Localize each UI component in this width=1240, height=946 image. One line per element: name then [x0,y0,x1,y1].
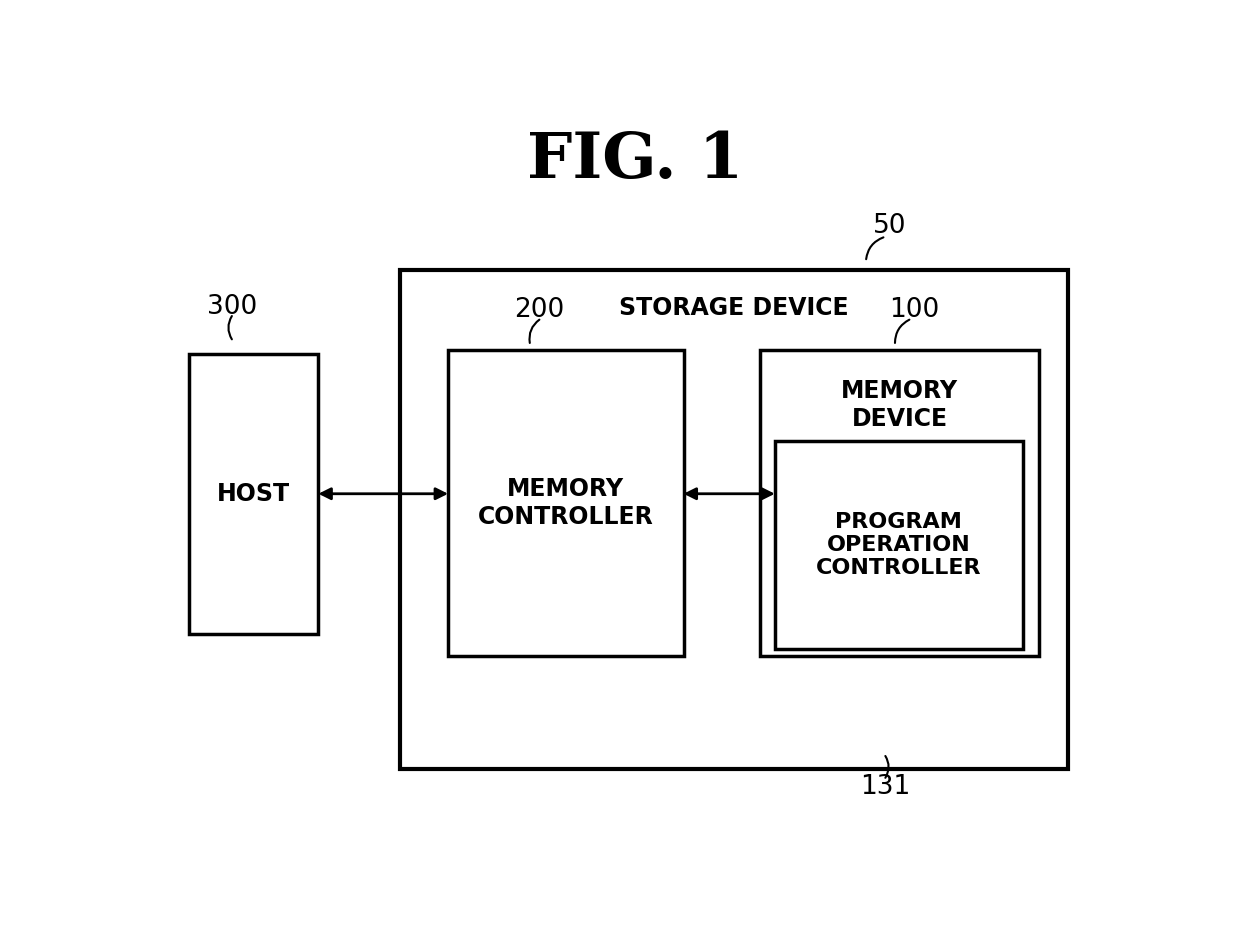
Bar [760,350,1039,657]
Text: HOST: HOST [217,482,290,506]
Text: STORAGE DEVICE: STORAGE DEVICE [619,296,849,320]
Bar [188,354,319,635]
Text: MEMORY
CONTROLLER: MEMORY CONTROLLER [477,478,653,529]
Bar [775,441,1023,649]
Text: 300: 300 [207,293,257,320]
Text: MEMORY
DEVICE: MEMORY DEVICE [841,379,959,430]
Bar [448,350,683,657]
Bar [401,271,1068,769]
Text: PROGRAM
OPERATION
CONTROLLER: PROGRAM OPERATION CONTROLLER [816,512,982,578]
Text: FIG. 1: FIG. 1 [527,131,744,191]
Text: 131: 131 [861,775,910,800]
Text: 50: 50 [873,214,906,239]
Text: 200: 200 [515,297,564,324]
Text: 100: 100 [889,297,940,324]
